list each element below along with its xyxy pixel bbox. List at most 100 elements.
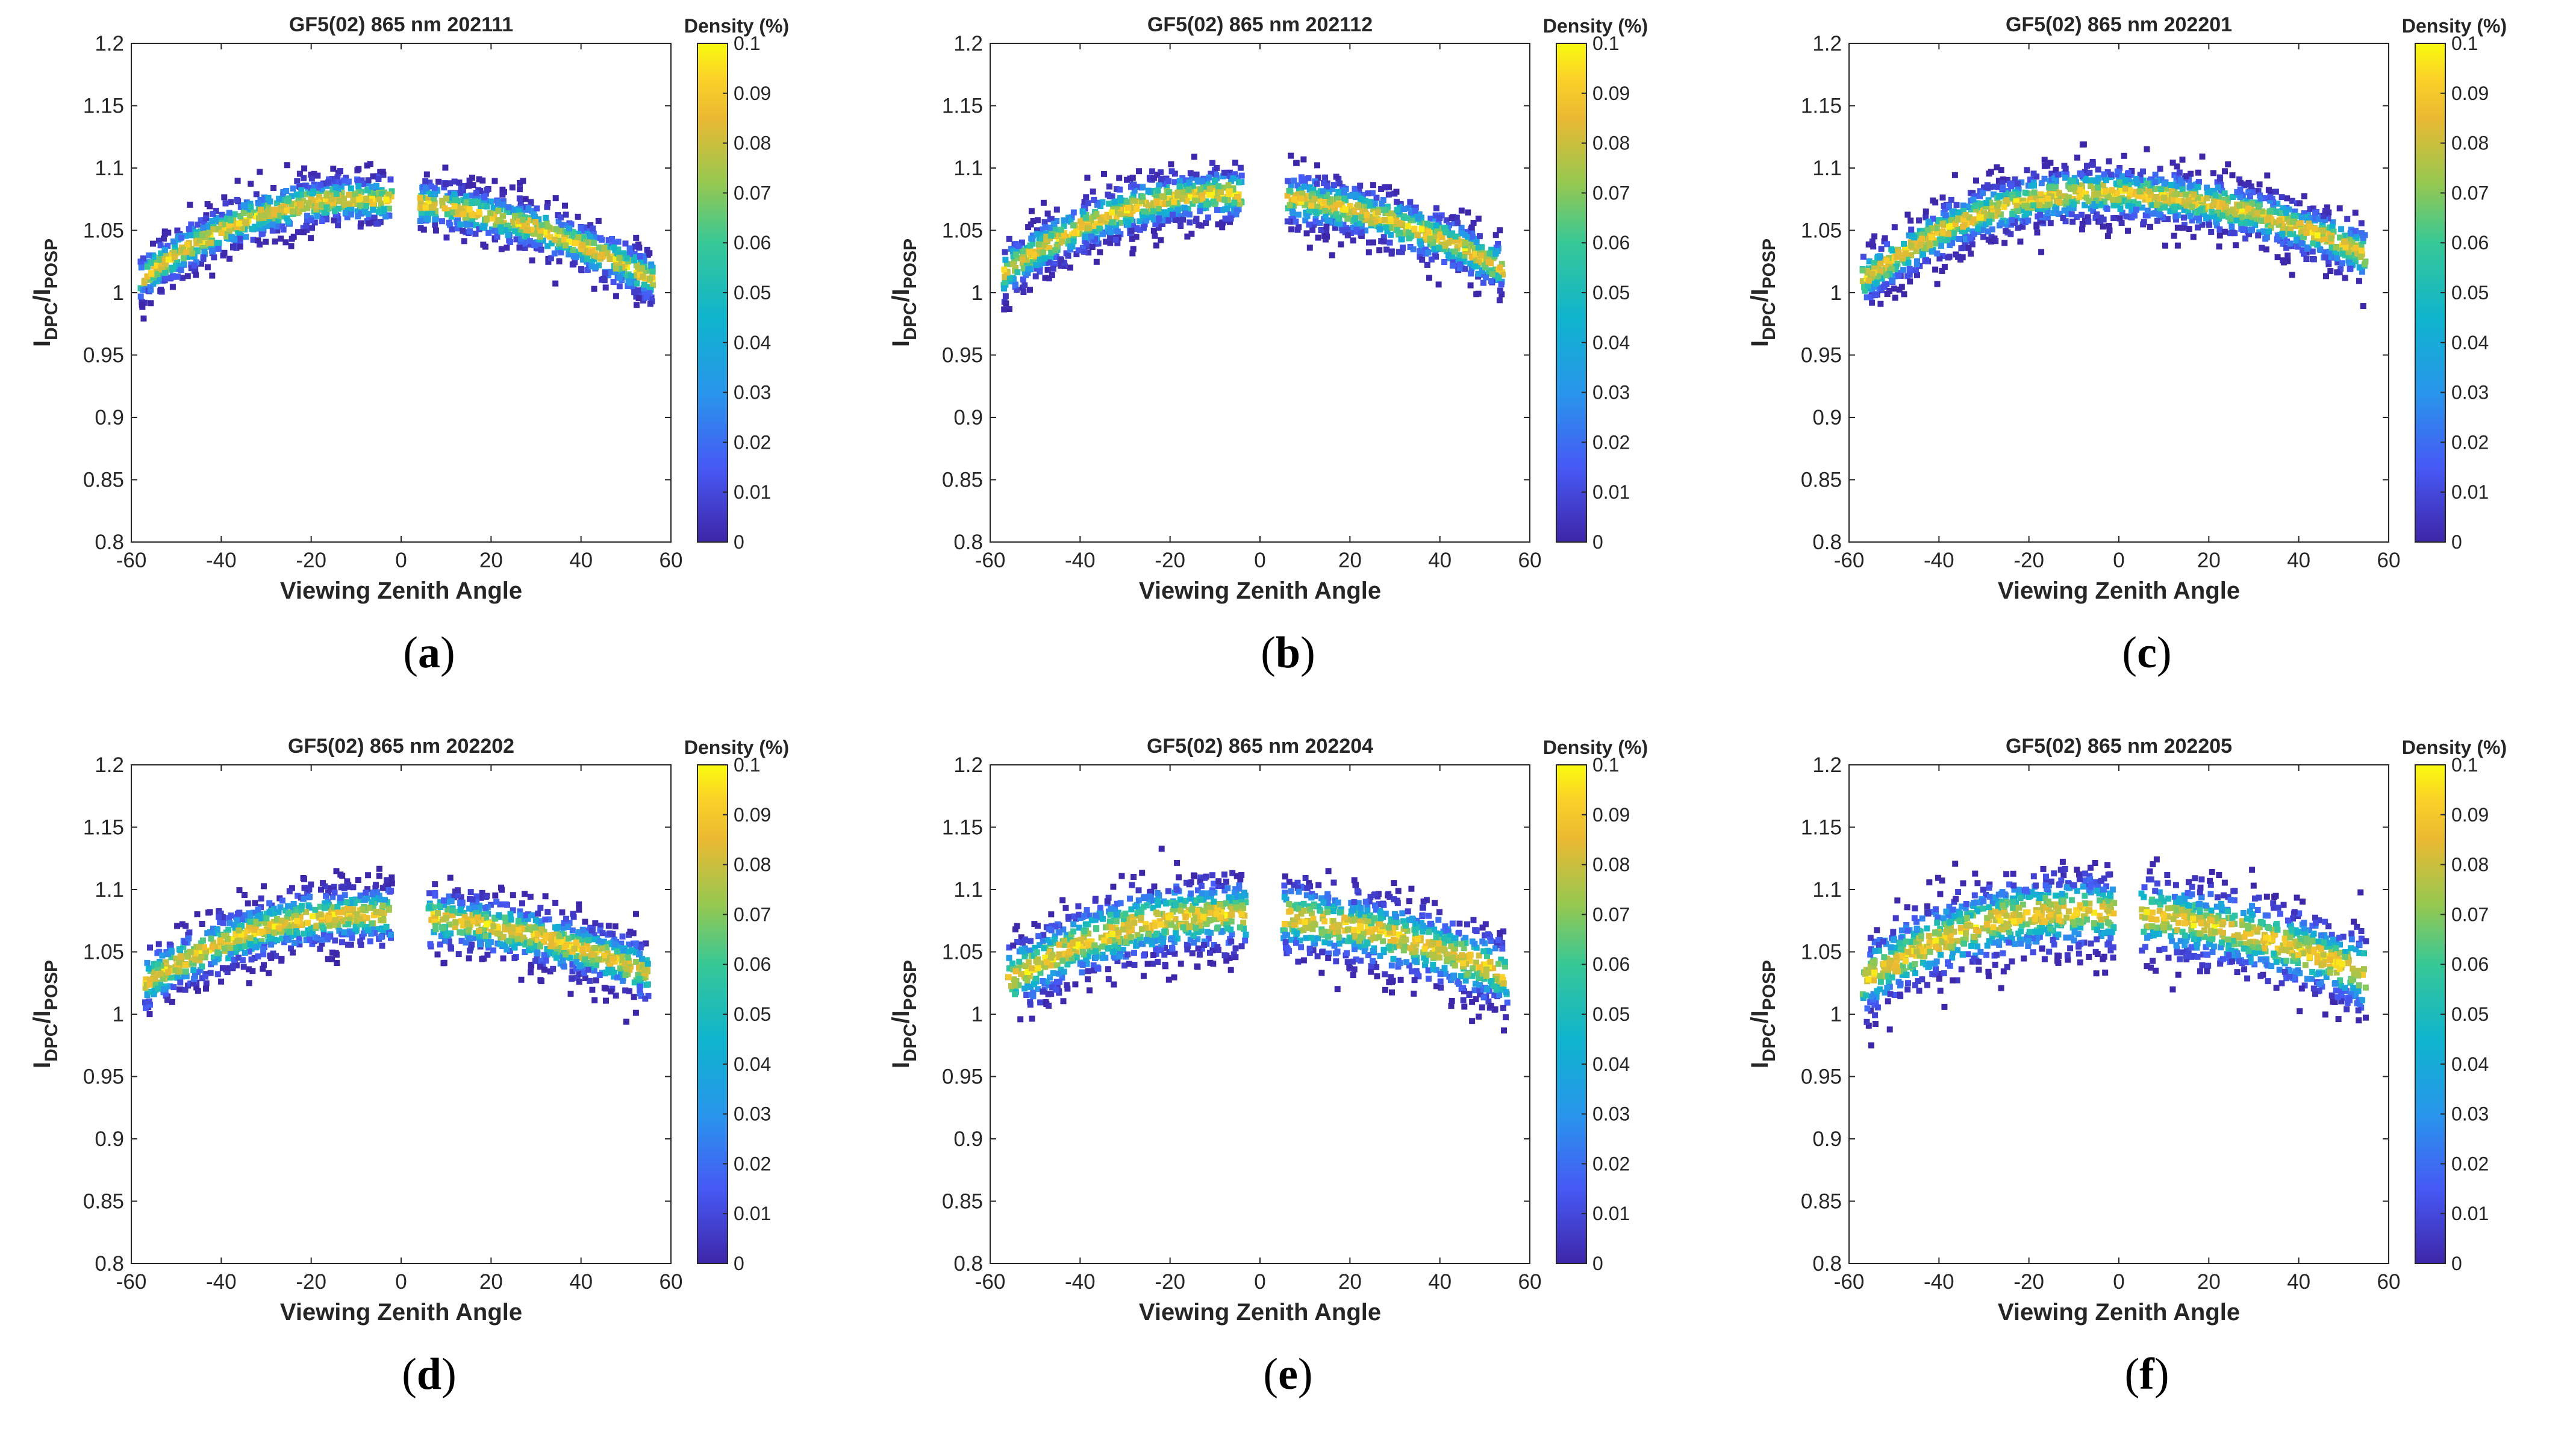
data-point: [441, 184, 448, 191]
data-point: [2144, 181, 2151, 187]
data-point: [2147, 223, 2153, 230]
data-point: [418, 210, 425, 216]
data-point: [1329, 185, 1336, 192]
data-point: [601, 245, 608, 251]
data-point: [2348, 252, 2354, 258]
data-point: [470, 182, 476, 189]
data-point: [257, 169, 263, 175]
data-point: [2169, 160, 2176, 166]
data-point: [2248, 208, 2254, 215]
colorbar-tick-label: 0.04: [2451, 332, 2489, 354]
data-point: [313, 206, 319, 213]
data-point: [272, 207, 278, 213]
data-point: [1405, 223, 1411, 229]
data-point: [1975, 229, 1982, 235]
data-point: [372, 885, 379, 891]
data-point: [1427, 235, 1433, 242]
data-point: [601, 277, 608, 284]
data-point: [2352, 210, 2359, 216]
data-point: [1946, 223, 1952, 230]
data-point: [222, 221, 228, 228]
data-point: [432, 191, 438, 198]
data-point: [2358, 220, 2365, 226]
y-tick-label: 0.9: [1812, 406, 1842, 429]
data-point: [2337, 234, 2344, 241]
data-point: [1988, 204, 1995, 211]
data-point: [2010, 194, 2016, 201]
data-point: [499, 186, 506, 193]
data-point: [1479, 268, 1485, 275]
data-point: [1286, 187, 1293, 194]
colorbar: [1556, 43, 1587, 543]
data-point: [2216, 194, 2222, 201]
data-point: [1197, 186, 1204, 193]
data-point: [1452, 248, 1458, 255]
data-point: [141, 279, 148, 286]
data-point: [2119, 210, 2125, 216]
data-point: [557, 244, 563, 251]
data-point: [1358, 232, 1365, 239]
data-point: [1373, 195, 1380, 201]
data-point: [1059, 238, 1065, 245]
data-point: [169, 253, 175, 260]
data-point: [546, 916, 552, 923]
data-point: [455, 206, 461, 212]
data-point: [1224, 205, 1230, 212]
data-point: [1028, 221, 1034, 228]
data-point: [1150, 228, 1157, 234]
data-point: [1037, 261, 1043, 268]
data-point: [2301, 233, 2307, 240]
data-point: [336, 198, 343, 205]
data-point: [2102, 188, 2109, 195]
data-point: [561, 237, 567, 243]
data-point: [479, 177, 486, 184]
plot-a: GF5(02) 865 nm 202111-60 -40 -20 0 20 40 600.8…: [29, 13, 789, 604]
data-point: [1940, 229, 1947, 236]
data-point: [1149, 214, 1156, 220]
data-point: [169, 999, 175, 1005]
data-point: [296, 208, 302, 215]
colorbar-tick-label: 0.05: [1592, 282, 1630, 304]
plot-area: [131, 43, 671, 542]
data-point: [642, 268, 649, 275]
data-point: [2265, 222, 2271, 228]
data-point: [2021, 202, 2028, 209]
data-point: [1988, 238, 1994, 245]
data-point: [1092, 236, 1098, 243]
data-point: [178, 267, 184, 273]
data-point: [187, 201, 193, 208]
data-point: [1029, 240, 1036, 247]
data-point: [314, 203, 320, 209]
data-point: [144, 259, 151, 266]
colorbar-tick-label: 0.07: [734, 182, 771, 204]
data-point: [619, 933, 626, 940]
data-point: [2107, 171, 2114, 178]
data-point: [527, 238, 534, 245]
data-point: [2148, 179, 2154, 186]
data-point: [575, 234, 582, 240]
data-point: [1177, 223, 1184, 229]
data-point: [1079, 208, 1086, 214]
data-point: [2359, 248, 2365, 254]
data-point: [1961, 222, 1968, 228]
data-point: [1218, 207, 1225, 213]
data-point: [1321, 198, 1328, 204]
data-point: [1933, 229, 1940, 236]
data-point: [246, 212, 253, 219]
data-point: [2152, 179, 2159, 185]
data-point: [442, 164, 449, 171]
data-point: [463, 229, 469, 235]
data-point: [1306, 186, 1313, 193]
data-point: [528, 226, 534, 233]
data-point: [2276, 217, 2283, 223]
data-point: [476, 176, 482, 182]
data-point: [605, 923, 612, 929]
data-point: [1891, 285, 1897, 292]
data-point: [1919, 235, 1926, 242]
data-point: [609, 240, 616, 246]
data-point: [1403, 214, 1409, 221]
data-point: [1083, 194, 1090, 201]
data-point: [563, 234, 569, 240]
data-point: [2171, 232, 2177, 239]
data-point: [319, 940, 325, 947]
